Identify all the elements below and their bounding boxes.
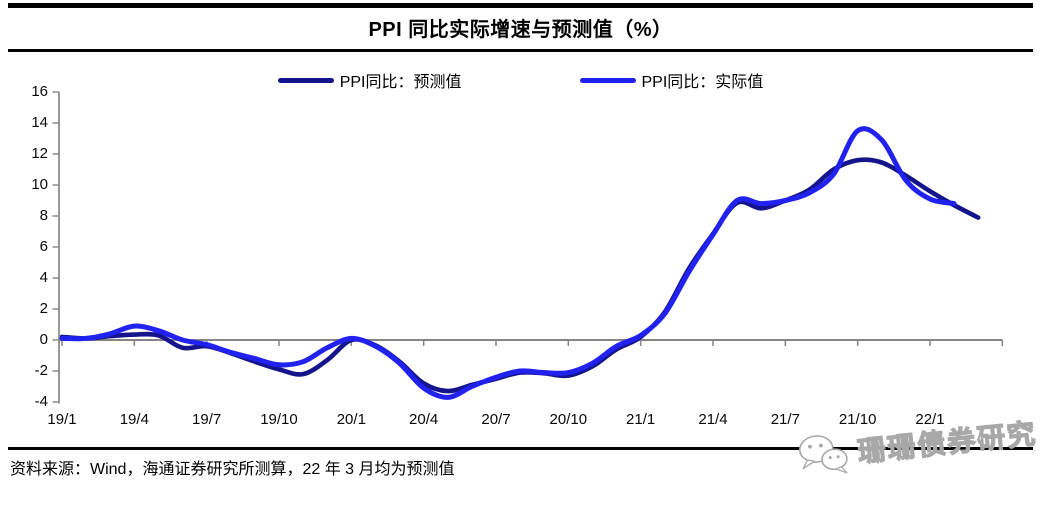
x-axis-tick-label: 19/1: [47, 411, 77, 428]
x-axis-tick-label: 21/1: [626, 411, 656, 428]
wechat-icon: [799, 435, 848, 474]
y-axis-tick-label: -2: [34, 362, 48, 379]
source-note: 资料来源：Wind，海通证券研究所测算，22 年 3 月均为预测值: [10, 461, 455, 478]
x-axis-tick-label: 21/7: [770, 411, 800, 428]
forecast-line: [59, 157, 981, 394]
page-title: PPI 同比实际增速与预测值（%）: [368, 19, 673, 41]
chart-legend: PPI同比：预测值 PPI同比：实际值: [0, 68, 1041, 92]
bottom-border-rule: [8, 447, 1033, 450]
y-axis-tick-label: 10: [31, 176, 48, 193]
y-axis-tick-label: 12: [31, 145, 48, 162]
x-axis-tick-label: 19/7: [192, 411, 222, 428]
y-axis-tick-label: 14: [31, 114, 48, 131]
forecast-line-swatch: [277, 77, 334, 83]
y-axis-tick-label: 6: [39, 238, 48, 255]
x-axis-tick-label: 19/10: [260, 411, 298, 428]
actual-line-swatch: [579, 77, 636, 83]
y-axis-tick-label: 0: [39, 331, 48, 348]
legend-item-actual: PPI同比：实际值: [579, 68, 764, 92]
actual-line: [59, 126, 957, 400]
legend-label-forecast: PPI同比：预测值: [339, 74, 462, 91]
x-axis-tick-label: 20/10: [549, 411, 588, 428]
legend-item-forecast: PPI同比：预测值: [277, 68, 462, 92]
y-axis-tick-label: 4: [39, 269, 48, 286]
x-axis-tick-label: 20/4: [409, 411, 439, 428]
legend-label-actual: PPI同比：实际值: [641, 74, 764, 91]
top-border-rule: [8, 3, 1033, 8]
x-axis-tick-label: 19/4: [119, 411, 149, 428]
x-axis-tick-label: 21/10: [838, 411, 877, 428]
x-axis-tick-label: 20/7: [481, 411, 511, 428]
x-axis-tick-label: 21/4: [698, 411, 728, 428]
x-axis-tick-label: 22/1: [915, 411, 945, 428]
y-axis-tick-label: 16: [31, 83, 48, 100]
x-axis-tick-label: 20/1: [336, 411, 366, 428]
watermark: 珊珊债券研究: [796, 409, 1040, 480]
y-axis-tick-label: 8: [39, 207, 48, 224]
y-axis-tick-label: -4: [34, 393, 48, 410]
y-axis-tick-label: 2: [39, 300, 48, 317]
title-divider-rule: [8, 49, 1033, 52]
